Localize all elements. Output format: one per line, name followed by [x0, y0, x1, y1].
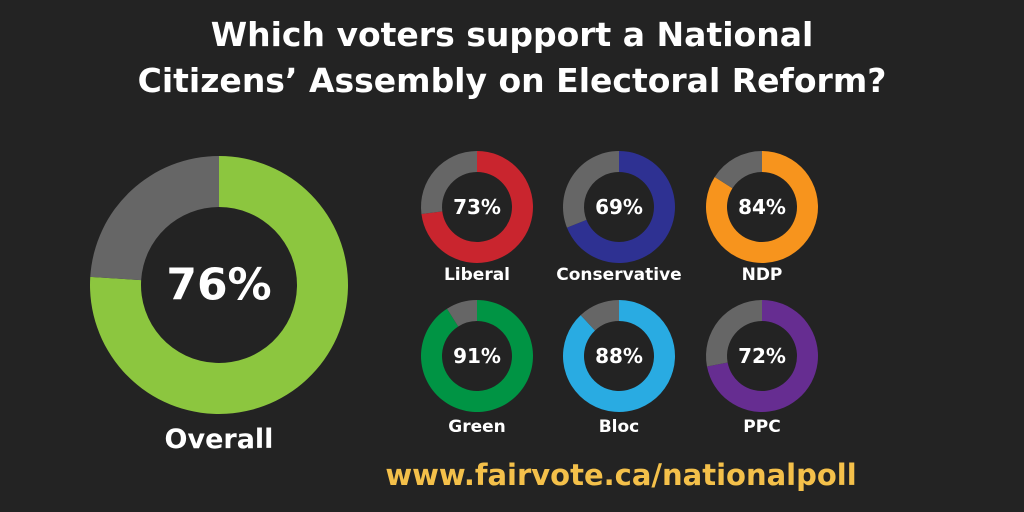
- category-label-overall: Overall: [165, 424, 274, 455]
- slice-ppc-remainder: [706, 300, 762, 367]
- data-label-bloc: 88%: [595, 344, 643, 368]
- chart-title: Which voters support a National Citizens…: [0, 12, 1024, 104]
- donut-ndp: 84% NDP: [706, 151, 819, 285]
- chart-title-line-1: Which voters support a National: [210, 15, 814, 54]
- data-label-liberal: 73%: [453, 195, 501, 219]
- data-label-conservative: 69%: [595, 195, 643, 219]
- slice-bloc-remainder: [580, 299, 619, 331]
- donut-bloc: 88% Bloc: [563, 299, 675, 437]
- category-label-bloc: Bloc: [599, 417, 640, 437]
- slice-conservative-support: [566, 151, 675, 263]
- source-url[interactable]: www.fairvote.ca/nationalpoll: [385, 458, 857, 492]
- donut-liberal: 73% Liberal: [421, 151, 533, 285]
- slice-liberal-remainder: [421, 151, 477, 215]
- chart-title-line-2: Citizens’ Assembly on Electoral Reform?: [137, 61, 887, 100]
- donut-overall: 76% Overall: [90, 155, 349, 455]
- slice-bloc-support: [563, 300, 675, 412]
- donut-conservative: 69% Conservative: [556, 151, 682, 285]
- slice-ndp-support: [706, 151, 819, 264]
- category-label-ppc: PPC: [743, 417, 780, 437]
- slice-ndp-remainder: [714, 151, 762, 189]
- slice-ppc-support: [706, 300, 819, 412]
- data-label-ndp: 84%: [738, 195, 786, 219]
- category-label-green: Green: [448, 417, 506, 437]
- slice-conservative-remainder: [562, 151, 619, 228]
- slice-green-remainder: [446, 300, 477, 327]
- data-label-overall: 76%: [166, 260, 271, 311]
- slice-green-support: [421, 300, 534, 413]
- data-label-ppc: 72%: [738, 344, 786, 368]
- donut-green: 91% Green: [421, 300, 534, 437]
- category-label-liberal: Liberal: [444, 265, 510, 285]
- slice-liberal-support: [421, 151, 533, 264]
- slice-overall-remainder: [90, 155, 220, 281]
- donut-ppc: 72% PPC: [706, 300, 819, 437]
- category-label-ndp: NDP: [742, 265, 783, 285]
- slice-overall-support: [90, 156, 349, 414]
- data-label-green: 91%: [453, 344, 501, 368]
- category-label-conservative: Conservative: [556, 265, 681, 285]
